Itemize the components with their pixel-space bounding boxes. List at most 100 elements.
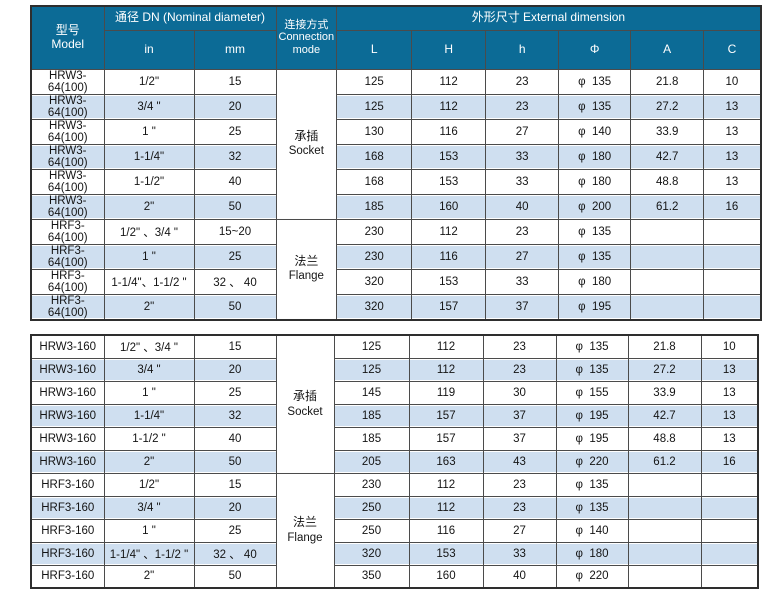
cell-phi: φ 135 — [555, 495, 629, 520]
cell-H: 116 — [411, 243, 487, 270]
cell-mm: 25 — [193, 118, 277, 145]
table-row: HRF3-64(100) 1/2" 、3/4 " 15~20 法兰 Flange 230 1… — [30, 218, 762, 320]
cell-A: 27.2 — [627, 357, 702, 382]
cell-in: 3/4 " — [103, 357, 195, 382]
cell-mm: 32 — [193, 403, 277, 428]
cell-phi: φ 135 — [558, 93, 632, 120]
cell-mm: 15 — [193, 472, 277, 497]
cell-A — [627, 518, 702, 543]
cell-mm: 25 — [193, 518, 277, 543]
table-row: HRW3-64(100) 3/4 " 20 125 112 23 φ 135 27.2 13 — [30, 93, 762, 120]
cell-in: 1 " — [103, 380, 195, 405]
cell-h: 27 — [485, 243, 560, 270]
cell-L: 185 — [333, 426, 410, 451]
cell-H: 157 — [411, 293, 487, 320]
cell-A: 42.7 — [627, 403, 702, 428]
cell-A — [630, 243, 705, 270]
cell-h: 23 — [485, 218, 560, 245]
cell-C — [703, 218, 762, 245]
cell-mm: 20 — [193, 357, 277, 382]
cell-C: 13 — [700, 380, 759, 405]
cell-model: HRW3-160 — [30, 426, 105, 451]
cell-L: 125 — [333, 357, 410, 382]
cell-h: 23 — [482, 472, 557, 497]
cell-model: HRF3-64(100) — [30, 293, 105, 320]
cell-L: 145 — [333, 380, 410, 405]
cell-H: 153 — [408, 541, 484, 566]
cell-in: 1-1/4" — [103, 143, 195, 170]
cell-mm: 50 — [193, 193, 277, 220]
cell-phi: φ 135 — [558, 218, 632, 245]
cell-model: HRF3-160 — [30, 564, 105, 589]
table-row: HRF3-64(100) 1-1/4"、1-1/2 " 32 、 40 320 153 3… — [30, 268, 762, 295]
table-row: HRW3-160 1/2" 、3/4 " 15 承插 Socket 125 112 23 φ 1… — [30, 334, 759, 474]
cell-L: 205 — [333, 449, 410, 474]
cell-L: 130 — [336, 118, 413, 145]
cell-phi: φ 195 — [555, 403, 629, 428]
cell-connection-mode: 法兰 Flange — [275, 472, 335, 589]
cell-A — [630, 218, 705, 245]
header-model: 型号 Model — [30, 5, 105, 70]
table-header: 型号 Model 通径 DN (Nominal diameter) 连接方式 C… — [30, 5, 762, 70]
cell-L: 185 — [336, 193, 413, 220]
cell-A: 48.8 — [630, 168, 705, 195]
cell-H: 119 — [408, 380, 484, 405]
header-dn-group: 通径 DN (Nominal diameter) — [103, 5, 277, 31]
cell-mm: 32 、 40 — [193, 541, 277, 566]
cell-mm: 32 — [193, 143, 277, 170]
header-connection-en1: Connection — [278, 31, 335, 44]
table-body-160: HRW3-160 1/2" 、3/4 " 15 承插 Socket 125 112 23 φ 1… — [30, 334, 759, 589]
cell-C — [703, 243, 762, 270]
cell-model: HRW3-64(100) — [30, 168, 105, 195]
table-row: HRF3-64(100) 2" 50 320 157 37 φ 195 — [30, 293, 762, 320]
cell-C: 13 — [703, 93, 762, 120]
table-row: HRW3-160 1-1/4" 32 185 157 37 φ 195 42.7 13 — [30, 403, 759, 428]
cell-A: 21.8 — [627, 334, 702, 359]
cell-H: 116 — [411, 118, 487, 145]
cell-in: 1/2" 、3/4 " — [103, 218, 195, 245]
header-in: in — [103, 29, 195, 70]
table-row: HRF3-160 2" 50 350 160 40 φ 220 — [30, 564, 759, 589]
cell-in: 1/2" — [103, 472, 195, 497]
header-h: h — [485, 29, 560, 70]
cell-H: 160 — [411, 193, 487, 220]
cell-h: 23 — [482, 357, 557, 382]
cell-phi: φ 140 — [555, 518, 629, 543]
cell-h: 23 — [485, 93, 560, 120]
cell-phi: φ 155 — [555, 380, 629, 405]
cell-model: HRW3-64(100) — [30, 143, 105, 170]
cell-C — [700, 472, 759, 497]
cell-model: HRF3-160 — [30, 518, 105, 543]
cell-phi: φ 135 — [558, 68, 632, 95]
cell-in: 1/2" — [103, 68, 195, 95]
cell-in: 2" — [103, 293, 195, 320]
connection-mode-en: Socket — [288, 145, 324, 158]
cell-h: 33 — [485, 168, 560, 195]
cell-C: 13 — [700, 403, 759, 428]
cell-h: 23 — [485, 68, 560, 95]
header-sub-row: in mm L H h Φ A C — [31, 29, 762, 70]
cell-C — [700, 495, 759, 520]
cell-mm: 15~20 — [193, 218, 277, 245]
cell-L: 168 — [336, 143, 413, 170]
header-mm: mm — [193, 29, 277, 70]
cell-C: 13 — [703, 168, 762, 195]
cell-L: 125 — [336, 93, 413, 120]
cell-mm: 20 — [193, 93, 277, 120]
cell-connection-mode: 承插 Socket — [275, 334, 335, 474]
header-connection-en2: mode — [292, 44, 321, 57]
cell-model: HRW3-64(100) — [30, 68, 105, 95]
cell-mm: 40 — [193, 426, 277, 451]
cell-H: 116 — [408, 518, 484, 543]
cell-C: 16 — [703, 193, 762, 220]
cell-model: HRF3-64(100) — [30, 243, 105, 270]
cell-phi: φ 200 — [558, 193, 632, 220]
cell-C — [703, 293, 762, 320]
cell-C: 10 — [703, 68, 762, 95]
table-row: HRW3-160 2" 50 205 163 43 φ 220 61.2 16 — [30, 449, 759, 474]
connection-mode-zh: 法兰 — [292, 515, 317, 530]
header-connection-zh: 连接方式 — [284, 18, 329, 31]
cell-phi: φ 135 — [555, 472, 629, 497]
cell-model: HRF3-160 — [30, 541, 105, 566]
cell-model: HRF3-64(100) — [30, 268, 105, 295]
